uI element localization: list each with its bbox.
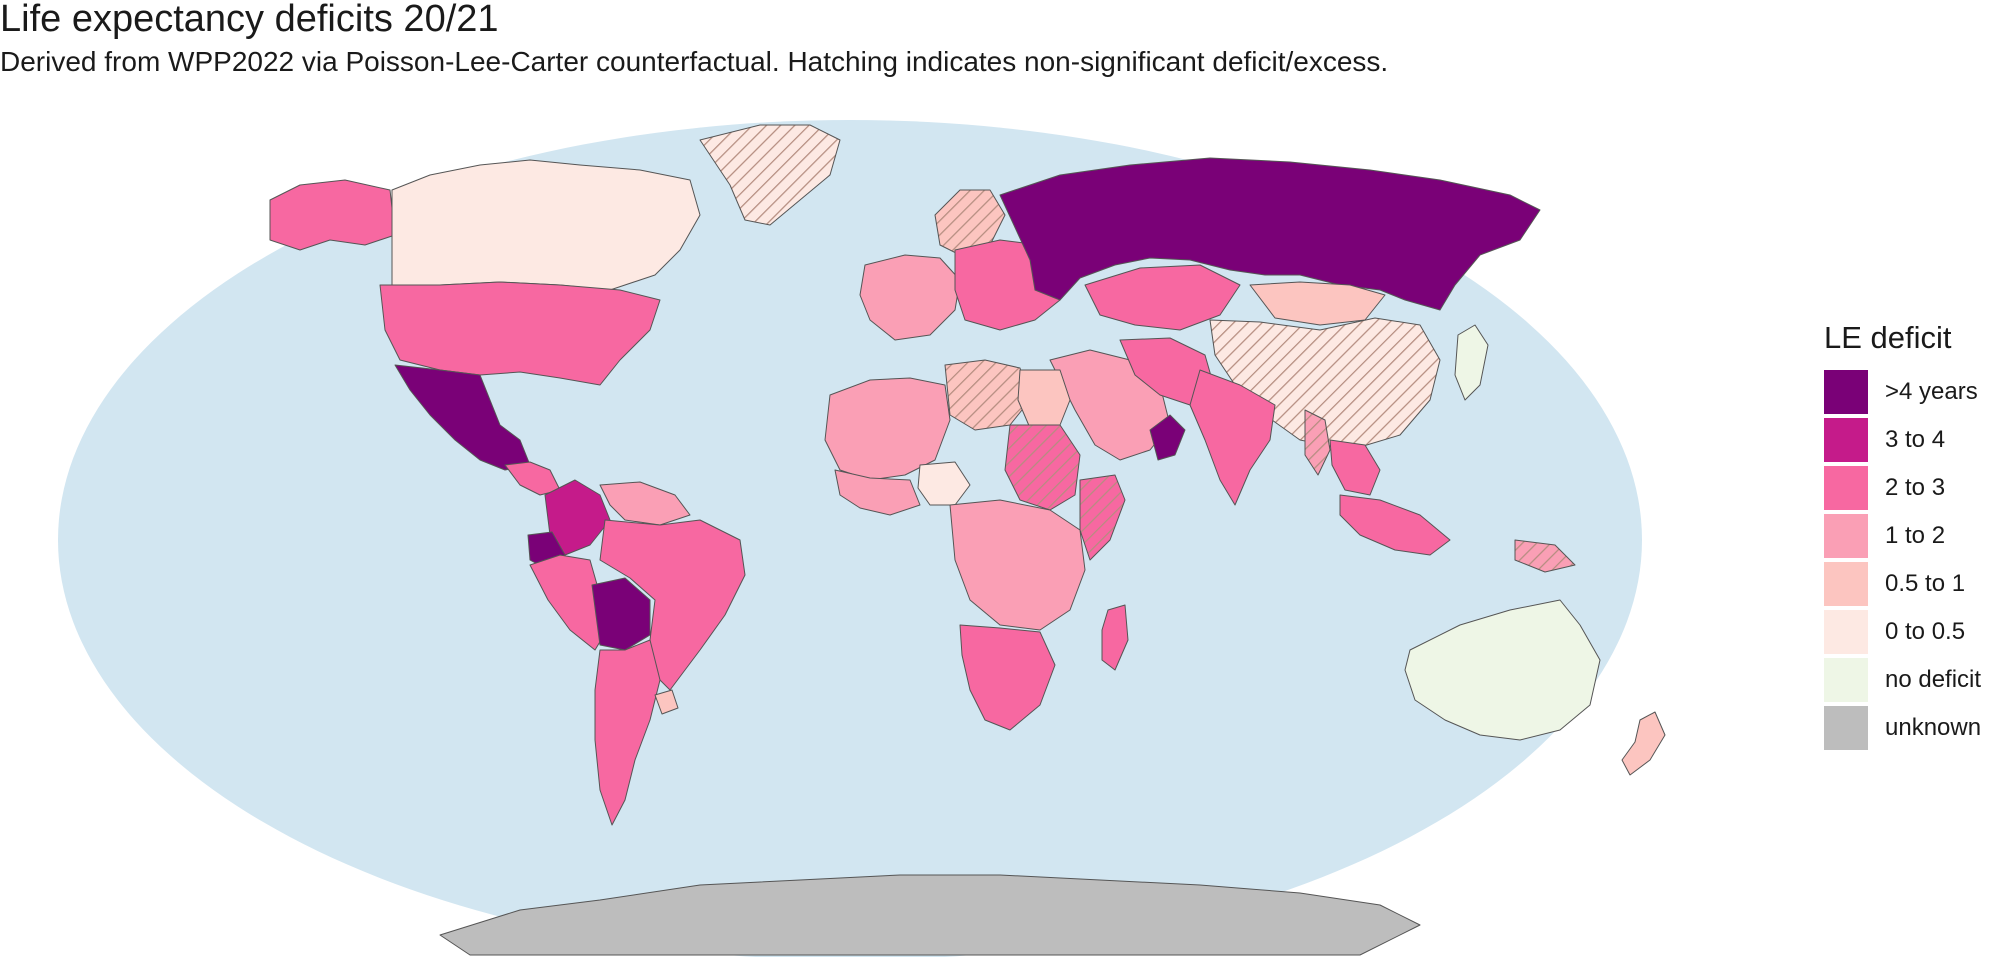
country-shapes — [269, 124, 1666, 956]
region-new-zealand — [1621, 711, 1666, 776]
region-indonesia — [1339, 494, 1451, 556]
region-egypt — [1017, 369, 1071, 429]
legend-label: no deficit — [1885, 666, 1982, 693]
region-scandinavia — [934, 189, 1006, 256]
region-usa — [379, 281, 661, 386]
region-brazil — [599, 519, 746, 691]
region-argentina-chile — [594, 639, 661, 826]
legend-label: 2 to 3 — [1885, 474, 1946, 501]
legend-label: 3 to 4 — [1885, 426, 1946, 453]
legend-swatch — [1824, 514, 1868, 558]
world-map — [58, 120, 1666, 957]
region-oman — [1149, 414, 1186, 461]
legend-item: 2 to 3 — [1824, 464, 1981, 512]
legend-swatch — [1824, 562, 1868, 606]
legend-label: 1 to 2 — [1885, 522, 1946, 549]
region-australia — [1404, 599, 1601, 741]
legend-item: no deficit — [1824, 656, 1981, 704]
region-west-africa — [834, 469, 921, 516]
region-uruguay — [654, 689, 679, 715]
legend-item: >4 years — [1824, 368, 1981, 416]
legend-swatch — [1824, 466, 1868, 510]
region-mongolia — [1249, 281, 1386, 326]
region-japan — [1454, 324, 1489, 401]
region-bolivia — [591, 577, 651, 651]
legend-swatch — [1824, 658, 1868, 702]
region-southeast-asia — [1329, 439, 1381, 496]
region-southern-africa — [959, 624, 1056, 731]
region-kazakhstan — [1084, 264, 1241, 331]
legend-item: unknown — [1824, 704, 1981, 752]
legend: LE deficit >4 years 3 to 4 2 to 3 1 to 2 0.5… — [1824, 320, 1981, 752]
legend-label: 0.5 to 1 — [1885, 570, 1966, 597]
region-antarctica — [439, 874, 1421, 956]
region-alaska — [269, 179, 396, 251]
region-algeria-libya — [944, 359, 1031, 431]
region-venezuela — [599, 481, 691, 526]
region-north-africa — [824, 377, 951, 481]
region-sudan — [1004, 424, 1081, 511]
legend-title: LE deficit — [1824, 320, 1952, 355]
legend-label: 0 to 0.5 — [1885, 618, 1966, 645]
legend-item: 3 to 4 — [1824, 416, 1981, 464]
region-canada — [391, 159, 701, 291]
legend-swatch — [1824, 706, 1868, 750]
map-title: Life expectancy deficits 20/21 — [0, 0, 499, 40]
legend-swatch — [1824, 370, 1868, 414]
region-russia — [999, 157, 1541, 311]
legend-item: 1 to 2 — [1824, 512, 1981, 560]
legend-label: unknown — [1885, 714, 1982, 741]
region-greenland — [699, 124, 841, 226]
legend-label: >4 years — [1885, 378, 1978, 405]
region-western-europe — [859, 254, 961, 341]
region-central-africa — [949, 499, 1086, 631]
region-madagascar — [1101, 604, 1129, 671]
region-papua-new-guinea — [1514, 539, 1576, 573]
legend-item: 0.5 to 1 — [1824, 560, 1981, 608]
legend-item: 0 to 0.5 — [1824, 608, 1981, 656]
region-india — [1189, 369, 1276, 506]
legend-swatch — [1824, 610, 1868, 654]
legend-swatch — [1824, 418, 1868, 462]
region-myanmar — [1304, 409, 1331, 476]
map-subtitle: Derived from WPP2022 via Poisson-Lee-Car… — [0, 46, 1389, 77]
